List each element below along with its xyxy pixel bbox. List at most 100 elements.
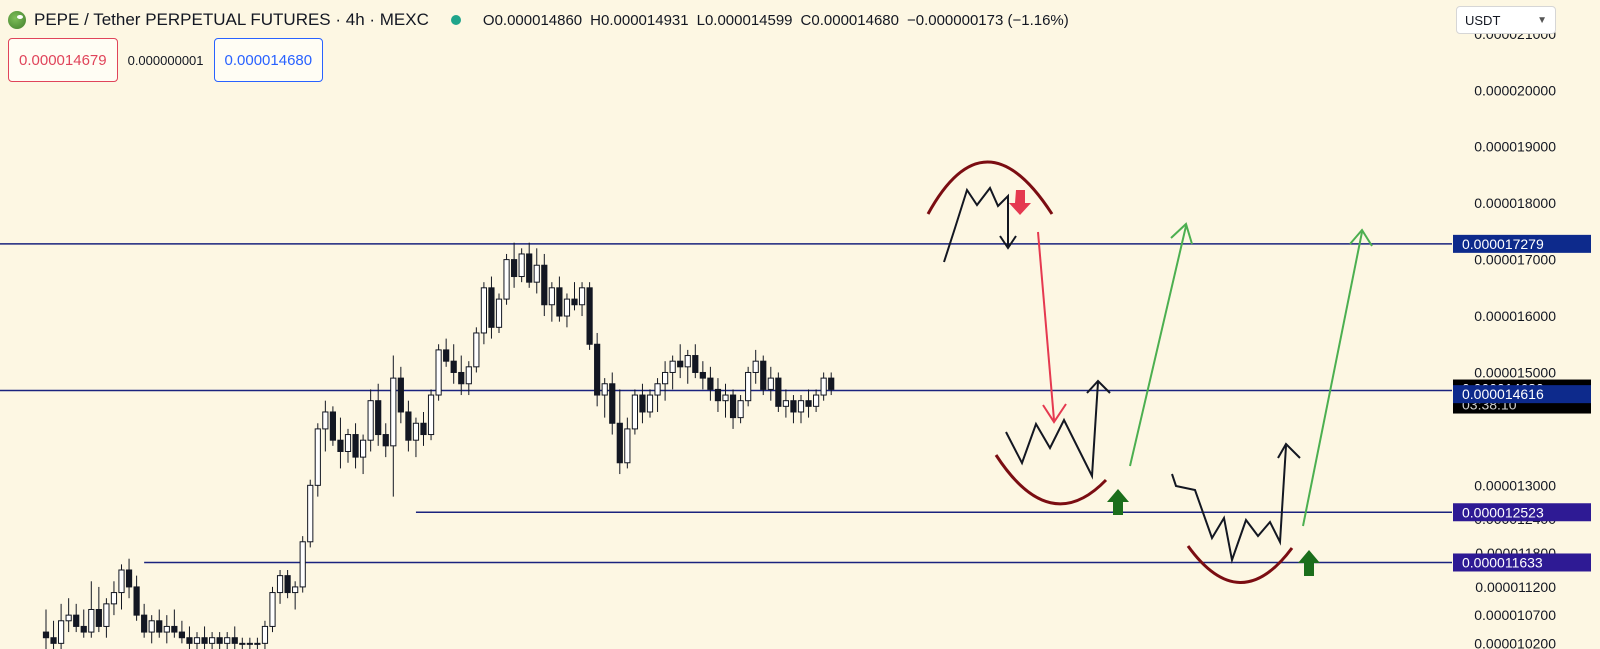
candle-body [276,575,284,594]
candle-body [684,355,691,368]
red-down-arrow-icon [1009,190,1031,215]
spread-value: 0.000000001 [127,52,204,68]
currency-value: USDT [1465,12,1501,28]
candle-body [813,394,820,407]
candle-body [193,637,201,644]
lower-arc [1186,545,1294,584]
candle-body [65,614,72,622]
candle-body [329,411,336,441]
y-tick-label: 0.000020000 [1474,82,1556,98]
candle-body [745,371,752,402]
candle-body [171,625,178,633]
candle-body [692,355,699,373]
middle-up-arrowhead [1086,379,1111,394]
candle-body [133,586,140,616]
candle-body [616,422,623,464]
y-tick-label: 0.000019000 [1474,139,1556,155]
candle-body [767,377,774,390]
candle-body [299,541,306,588]
sell-button[interactable]: 0.000014679 [8,38,118,82]
candle-body [624,428,631,464]
market-open-icon [450,15,461,25]
green-up-arrow-icon-2 [1298,550,1320,576]
candle-body [790,400,797,413]
candle-body [752,360,759,373]
price-badges: 0.0000172790.00001468003:38:100.00001461… [1453,234,1591,572]
down-arrowhead [999,235,1017,250]
candle-body [503,259,510,300]
candle-body [254,642,261,645]
currency-select[interactable]: USDT ▼ [1456,6,1556,34]
candle-body [677,360,684,368]
candle-body [654,383,661,396]
candle-body [420,422,427,436]
green-arrowhead-2 [1349,228,1373,247]
candle-body [797,400,805,413]
top-zigzag [943,186,1009,263]
candle-body [125,569,133,588]
candle-body [178,631,186,639]
candle-body [820,377,827,396]
candle-body [88,608,95,633]
candle-body [405,411,412,441]
candle-body [495,298,503,328]
candle-body [805,400,812,407]
candle-body [80,625,87,633]
price-badge-label: 0.000012523 [1462,504,1544,520]
green-arrowhead-1 [1170,222,1193,245]
candle-body [541,264,548,306]
price-change: −0.000000173 (−1.16%) [906,11,1069,29]
candle-body [50,637,57,644]
price-badge-label: 0.000014616 [1462,386,1544,402]
ohlc-open: O0.000014860 [482,11,583,29]
ohlc-low: L0.000014599 [696,11,793,29]
candle-body [450,360,457,373]
candle-body [412,422,420,441]
candle-body [526,253,533,283]
candle-body [322,411,329,430]
red-arrowhead [1042,403,1067,424]
candle-body [148,620,155,633]
candle-body [480,287,487,334]
y-tick-label: 0.000010200 [1474,635,1556,649]
candle-body [458,371,465,385]
ohlc-high: H0.000014931 [590,11,689,29]
candle-body [337,439,344,452]
candle-body [209,637,216,644]
green-arrow-line-2 [1302,231,1363,527]
candle-body [646,394,654,413]
chart-header: PEPE / Tether PERPETUAL FUTURES · 4h · M… [8,8,1069,32]
hand-drawn-annotations [926,160,1373,584]
candle-body [103,603,110,627]
candle-body [722,394,729,402]
candle-body [163,625,170,633]
candle-body [601,383,608,396]
candle-body [397,377,404,413]
green-arrow-line-1 [1129,225,1187,467]
price-badge-label: 0.000017279 [1462,236,1544,252]
candle-body [390,377,397,447]
candle-body [828,377,835,390]
candle-body [224,637,231,644]
candle-body [42,631,50,639]
candle-body [533,264,540,283]
middle-zigzag [1005,381,1099,480]
buy-button[interactable]: 0.000014680 [213,38,324,82]
price-badge-label: 0.000011633 [1462,554,1543,570]
y-tick-label: 0.000011200 [1475,579,1556,595]
candle-body [344,434,352,452]
candle-body [609,383,616,424]
lower-zigzag [1171,445,1287,564]
candle-body [782,400,789,407]
candle-body [284,575,291,594]
candle-body [556,287,563,317]
candle-body [186,637,193,644]
candle-body [292,586,299,594]
symbol-title[interactable]: PEPE / Tether PERPETUAL FUTURES · 4h · M… [34,10,429,29]
candle-body [435,349,442,396]
candle-body [375,400,382,436]
candle-body [95,608,102,627]
price-badge-2 [1453,385,1591,404]
candle-body [231,637,238,644]
